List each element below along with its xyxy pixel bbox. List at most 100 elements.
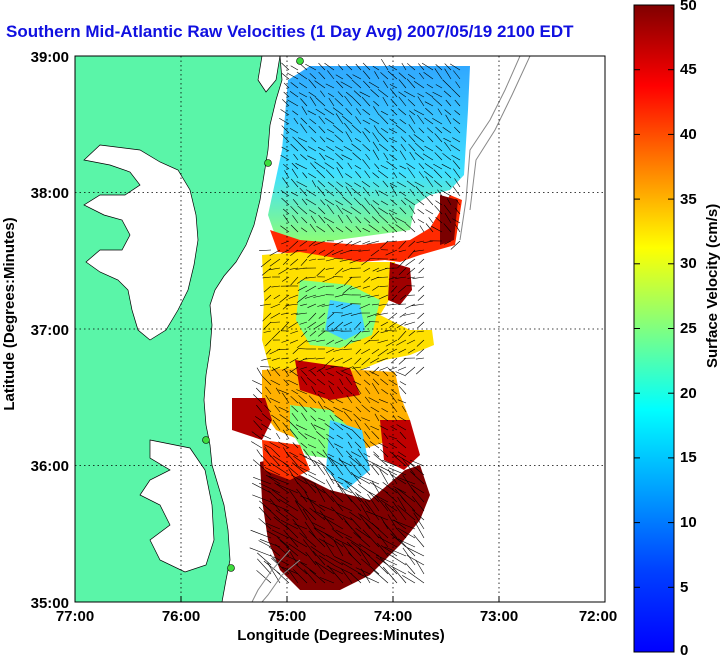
velocity-arrow	[345, 226, 353, 233]
velocity-arrow	[370, 357, 380, 364]
velocity-arrow	[318, 538, 335, 548]
velocity-arrow	[280, 225, 290, 233]
velocity-arrow	[290, 474, 308, 485]
velocity-arrow	[317, 186, 326, 197]
velocity-arrow	[352, 394, 362, 404]
velocity-arrow	[336, 161, 344, 170]
velocity-arrow	[417, 321, 425, 329]
velocity-arrow	[341, 303, 353, 310]
velocity-arrow	[372, 267, 380, 272]
velocity-arrow	[293, 153, 299, 161]
velocity-arrow	[342, 357, 353, 364]
velocity-arrow	[305, 276, 317, 279]
velocity-arrow	[269, 249, 281, 256]
velocity-arrow	[317, 285, 326, 290]
velocity-arrow	[431, 225, 443, 233]
velocity-arrow	[380, 378, 389, 386]
velocity-arrow	[311, 386, 317, 395]
velocity-arrow	[266, 368, 272, 377]
velocity-arrow	[318, 249, 326, 254]
velocity-arrow	[343, 276, 353, 287]
velocity-arrow	[445, 180, 452, 188]
velocity-arrow	[363, 379, 371, 386]
velocity-arrow	[409, 459, 425, 467]
velocity-arrow	[276, 571, 290, 584]
velocity-arrow	[309, 507, 326, 521]
velocity-arrow	[355, 216, 362, 224]
velocity-arrow	[454, 178, 461, 188]
velocity-arrow	[387, 367, 398, 377]
velocity-arrow	[351, 429, 362, 440]
velocity-arrow	[324, 108, 335, 116]
velocity-arrow	[434, 68, 443, 80]
velocity-arrow	[347, 441, 353, 449]
velocity-arrow	[339, 258, 353, 262]
velocity-arrow	[305, 63, 317, 71]
velocity-arrow	[283, 368, 290, 377]
velocity-arrow	[323, 405, 335, 413]
velocity-arrow	[346, 73, 353, 80]
velocity-arrow	[319, 577, 335, 584]
velocity-arrow	[417, 96, 425, 107]
velocity-arrow	[304, 479, 317, 494]
velocity-arrow	[340, 312, 353, 317]
velocity-arrow	[347, 162, 353, 170]
velocity-arrow	[351, 339, 362, 343]
velocity-arrow	[283, 379, 290, 386]
velocity-arrow	[288, 543, 308, 557]
velocity-arrow	[408, 124, 416, 134]
velocity-arrow	[371, 348, 380, 355]
velocity-arrow	[251, 441, 263, 449]
velocity-arrow	[409, 188, 416, 197]
velocity-arrow	[346, 395, 353, 404]
velocity-arrow	[428, 217, 434, 224]
velocity-arrow	[425, 91, 434, 98]
velocity-arrow	[368, 224, 380, 233]
velocity-arrow	[388, 137, 398, 143]
velocity-arrow	[397, 504, 416, 521]
velocity-arrow	[376, 267, 389, 272]
velocity-arrow	[282, 303, 290, 310]
velocity-arrow	[335, 303, 344, 308]
velocity-arrow	[260, 258, 272, 268]
velocity-arrow	[318, 125, 326, 134]
velocity-arrow	[256, 367, 263, 377]
velocity-arrow	[372, 200, 380, 206]
velocity-arrow	[372, 463, 389, 476]
velocity-arrow	[306, 189, 317, 197]
velocity-arrow	[299, 453, 308, 458]
velocity-arrow	[398, 267, 407, 276]
velocity-arrow	[362, 439, 371, 449]
velocity-arrow	[336, 80, 344, 89]
velocity-arrow	[405, 258, 416, 266]
velocity-arrow	[405, 303, 416, 309]
velocity-arrow	[361, 204, 371, 215]
velocity-arrow	[285, 452, 299, 467]
velocity-arrow	[371, 382, 380, 395]
velocity-arrow	[390, 285, 398, 293]
velocity-arrow	[307, 110, 317, 116]
velocity-arrow	[377, 348, 389, 357]
velocity-arrow	[282, 447, 290, 458]
velocity-arrow	[378, 533, 389, 548]
velocity-arrow	[418, 127, 425, 134]
velocity-arrow	[374, 163, 380, 170]
velocity-arrow	[300, 442, 308, 449]
velocity-arrow	[281, 312, 290, 315]
velocity-arrow	[368, 397, 380, 404]
velocity-arrow	[301, 477, 317, 485]
velocity-arrow	[308, 474, 326, 485]
velocity-arrow	[252, 482, 272, 494]
velocity-arrow	[343, 146, 353, 152]
velocity-arrow	[265, 386, 272, 395]
velocity-arrow	[326, 433, 335, 440]
x-tick-label: 75:00	[268, 608, 306, 625]
velocity-arrow	[434, 180, 443, 188]
x-tick-label: 73:00	[480, 608, 518, 625]
velocity-arrow	[418, 258, 425, 265]
velocity-arrow	[389, 118, 398, 125]
velocity-arrow	[378, 442, 389, 449]
velocity-arrow	[310, 137, 317, 143]
velocity-arrow	[386, 348, 398, 355]
velocity-arrow	[362, 187, 371, 197]
